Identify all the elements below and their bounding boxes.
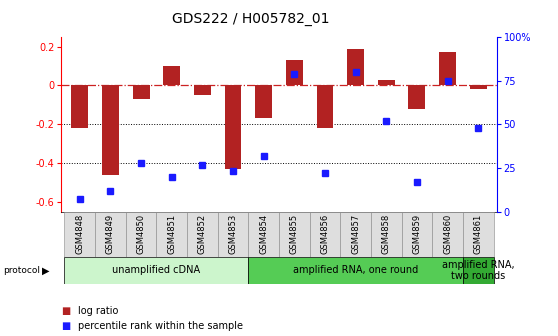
Bar: [133, 85, 150, 99]
Bar: [378, 80, 395, 85]
Bar: [126, 212, 156, 257]
Bar: [156, 212, 187, 257]
Text: percentile rank within the sample: percentile rank within the sample: [78, 321, 243, 331]
Text: GSM4848: GSM4848: [75, 213, 84, 254]
Text: GSM4852: GSM4852: [198, 213, 207, 254]
Bar: [470, 85, 487, 89]
Bar: [340, 212, 371, 257]
Bar: [187, 212, 218, 257]
Bar: [64, 212, 95, 257]
Text: amplified RNA, one round: amplified RNA, one round: [293, 265, 418, 276]
Text: GSM4853: GSM4853: [229, 213, 238, 254]
Bar: [95, 212, 126, 257]
Bar: [310, 212, 340, 257]
Text: ▶: ▶: [42, 265, 50, 276]
Text: GSM4855: GSM4855: [290, 213, 299, 254]
Text: log ratio: log ratio: [78, 306, 118, 316]
Bar: [402, 212, 432, 257]
Bar: [408, 85, 425, 109]
Text: GSM4860: GSM4860: [443, 213, 452, 254]
Bar: [286, 60, 303, 85]
Text: GSM4858: GSM4858: [382, 213, 391, 254]
Text: GSM4850: GSM4850: [137, 213, 146, 254]
Text: GSM4856: GSM4856: [320, 213, 329, 254]
Text: ■: ■: [61, 306, 71, 316]
Bar: [371, 212, 402, 257]
Bar: [102, 85, 119, 175]
Text: GSM4851: GSM4851: [167, 213, 176, 254]
Bar: [347, 49, 364, 85]
Bar: [439, 52, 456, 85]
Bar: [194, 85, 211, 95]
Text: GSM4861: GSM4861: [474, 213, 483, 254]
Text: GSM4849: GSM4849: [106, 213, 115, 254]
Bar: [248, 257, 463, 284]
Text: amplified RNA,
two rounds: amplified RNA, two rounds: [442, 260, 514, 281]
Text: unamplified cDNA: unamplified cDNA: [112, 265, 200, 276]
Text: ■: ■: [61, 321, 71, 331]
Bar: [432, 212, 463, 257]
Text: GSM4854: GSM4854: [259, 213, 268, 254]
Text: GSM4859: GSM4859: [412, 213, 421, 254]
Text: GDS222 / H005782_01: GDS222 / H005782_01: [172, 12, 330, 26]
Bar: [224, 85, 242, 169]
Bar: [248, 212, 279, 257]
Bar: [64, 257, 248, 284]
Bar: [218, 212, 248, 257]
Bar: [316, 85, 334, 128]
Bar: [463, 257, 494, 284]
Bar: [279, 212, 310, 257]
Bar: [71, 85, 88, 128]
Bar: [255, 85, 272, 119]
Text: protocol: protocol: [3, 266, 40, 275]
Bar: [163, 66, 180, 85]
Bar: [463, 212, 494, 257]
Text: GSM4857: GSM4857: [351, 213, 360, 254]
